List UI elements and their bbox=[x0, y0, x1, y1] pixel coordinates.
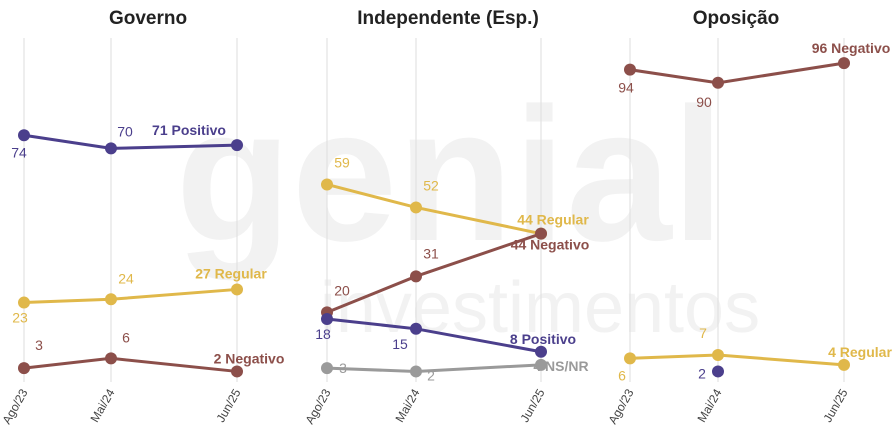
data-point bbox=[410, 201, 422, 214]
data-label: 18 bbox=[315, 326, 331, 342]
data-label: 15 bbox=[392, 336, 408, 352]
data-label: 6 bbox=[618, 367, 626, 383]
panel-title: Oposição bbox=[693, 8, 780, 29]
data-point bbox=[231, 139, 243, 152]
data-label: 23 bbox=[12, 310, 28, 326]
x-tick-label: Jun/25 bbox=[213, 386, 243, 424]
data-point bbox=[838, 358, 850, 371]
x-tick-label: Mai/24 bbox=[392, 386, 422, 424]
data-point bbox=[18, 129, 30, 142]
data-point bbox=[410, 270, 422, 283]
watermark: genial investimentos bbox=[175, 69, 760, 348]
series-end-label: 44 Regular bbox=[517, 212, 589, 228]
data-point bbox=[838, 57, 850, 70]
data-point bbox=[535, 227, 547, 240]
x-tick-label: Ago/23 bbox=[0, 386, 31, 426]
data-point bbox=[105, 352, 117, 365]
x-tick-label: Jun/25 bbox=[517, 386, 547, 424]
data-label: 70 bbox=[117, 123, 133, 139]
data-label: 52 bbox=[423, 177, 439, 193]
panel-title: Governo bbox=[109, 8, 187, 29]
data-label: 59 bbox=[334, 154, 350, 170]
series-line-regular bbox=[629, 353, 845, 367]
data-point bbox=[535, 345, 547, 358]
data-label: 94 bbox=[618, 80, 634, 96]
data-point bbox=[321, 362, 333, 375]
data-point bbox=[624, 63, 636, 76]
series-end-label: 96 Negativo bbox=[812, 40, 891, 56]
data-label: 74 bbox=[11, 144, 27, 160]
data-label: 20 bbox=[334, 282, 350, 298]
series-end-label: 8 Positivo bbox=[510, 331, 576, 347]
data-point bbox=[18, 296, 30, 309]
series-line-regular bbox=[23, 287, 238, 305]
data-label: 31 bbox=[423, 245, 439, 261]
series-end-label: 71 Positivo bbox=[152, 122, 226, 138]
data-label: 24 bbox=[118, 270, 134, 286]
data-point bbox=[105, 293, 117, 306]
data-point bbox=[231, 283, 243, 296]
data-point bbox=[321, 312, 333, 325]
data-point bbox=[321, 178, 333, 191]
data-point bbox=[410, 365, 422, 378]
data-point bbox=[410, 322, 422, 335]
data-label: 2 bbox=[427, 367, 435, 383]
data-label: 3 bbox=[35, 337, 43, 353]
data-label: 2 bbox=[698, 365, 706, 381]
x-tick-label: Ago/23 bbox=[605, 386, 636, 426]
watermark-word-1: genial bbox=[175, 69, 724, 281]
data-point bbox=[712, 365, 724, 378]
panel-title: Independente (Esp.) bbox=[357, 8, 539, 29]
series-end-label: 27 Regular bbox=[195, 265, 267, 281]
data-point bbox=[535, 358, 547, 371]
data-point bbox=[231, 365, 243, 378]
data-point bbox=[105, 142, 117, 155]
series-end-label: 4 NS/NR bbox=[533, 358, 588, 374]
data-label: 7 bbox=[699, 325, 707, 341]
series-line-negativo bbox=[23, 356, 238, 373]
data-label: 3 bbox=[339, 360, 347, 376]
series-end-label: 44 Negativo bbox=[511, 237, 590, 253]
watermark-word-2: investimentos bbox=[320, 268, 760, 348]
data-label: 6 bbox=[122, 329, 130, 345]
data-label: 90 bbox=[696, 94, 712, 110]
chart-panel-3: Oposição Ago/23 Mai/24 Jun/25 94 90 6 7 2 96 Nega… bbox=[605, 8, 892, 426]
data-point bbox=[712, 349, 724, 362]
x-tick-label: Mai/24 bbox=[87, 386, 117, 424]
series-end-label: 4 Regular bbox=[828, 344, 892, 360]
x-tick-label: Jun/25 bbox=[820, 386, 850, 424]
data-point bbox=[18, 362, 30, 375]
x-tick-label: Mai/24 bbox=[694, 386, 724, 424]
data-point bbox=[712, 76, 724, 89]
series-end-label: 2 Negativo bbox=[214, 350, 285, 366]
data-point bbox=[624, 352, 636, 365]
x-tick-label: Ago/23 bbox=[302, 386, 333, 426]
